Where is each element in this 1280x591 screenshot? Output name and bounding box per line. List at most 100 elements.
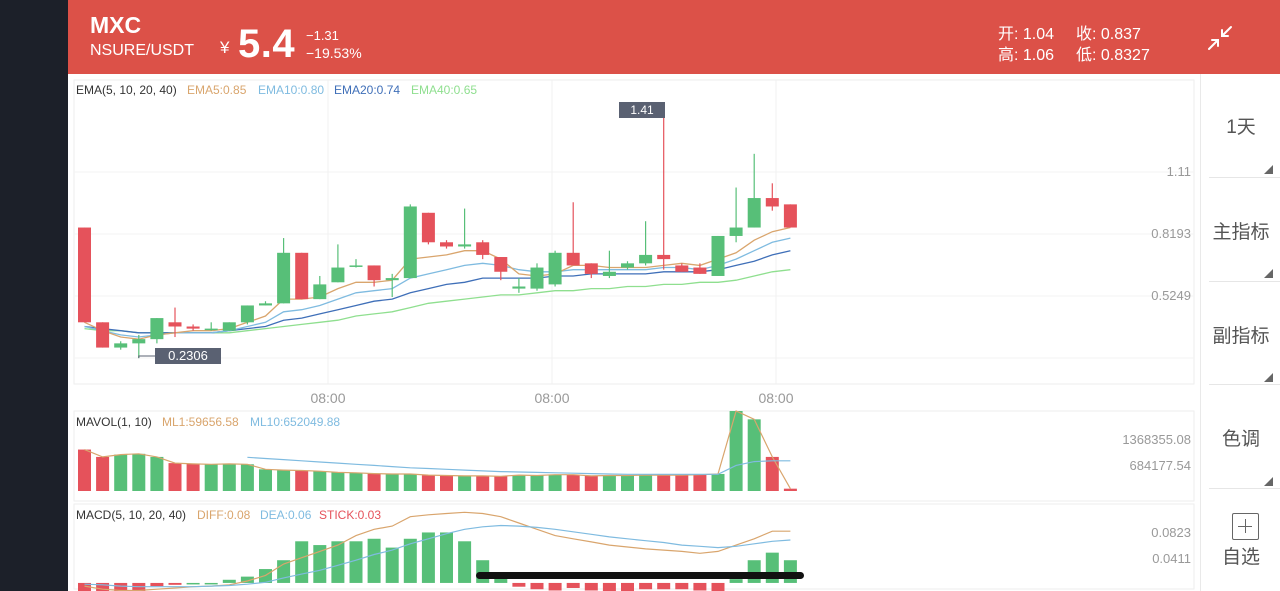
volume-bar <box>331 472 345 491</box>
volume-bar <box>494 476 508 491</box>
min-price-label: 0.2306 <box>168 348 208 363</box>
candle-down <box>78 227 91 323</box>
color-theme-selector[interactable]: 色调 <box>1201 424 1280 486</box>
volume-tick-2: 684177.54 <box>1130 458 1191 473</box>
collapse-arrows-icon[interactable] <box>1204 22 1236 54</box>
candle-up <box>132 339 146 344</box>
macd-bars <box>78 511 797 591</box>
volume-bar <box>675 475 689 491</box>
candle-down <box>494 257 508 272</box>
macd-stick-bar <box>548 582 562 591</box>
volume-bar <box>204 464 218 491</box>
volume-bar <box>657 475 671 491</box>
macd-stick-bar <box>530 582 544 590</box>
macd-stick-bar <box>512 582 526 587</box>
volume-bar <box>711 473 725 491</box>
macd-stick-bar <box>114 582 128 591</box>
candle-up <box>729 227 743 236</box>
high-stat: 高: 1.06 <box>998 41 1054 65</box>
sub-indicator-selector[interactable]: 副指标 <box>1201 321 1280 382</box>
candle-down <box>476 242 490 255</box>
candle-down <box>584 263 598 274</box>
volume-bar <box>277 470 291 491</box>
volume-bar <box>96 456 110 491</box>
candle-up <box>150 318 164 340</box>
candle-up <box>512 286 526 289</box>
dea-line <box>84 524 791 588</box>
candle-down <box>657 254 671 260</box>
price-tick-3: 0.5249 <box>1151 288 1191 303</box>
macd-stick-bar <box>639 582 653 590</box>
main-indicator-selector[interactable]: 主指标 <box>1201 217 1280 278</box>
volume-bar <box>458 475 472 491</box>
candle-up <box>711 235 725 276</box>
macd-stick-bar <box>222 579 236 583</box>
candle-up <box>259 303 272 306</box>
macd-stick-bar <box>204 582 218 585</box>
price-change: −1.31 <box>306 28 339 43</box>
macd-stick-bar <box>675 582 689 590</box>
plus-box-icon[interactable] <box>1232 513 1259 540</box>
volume-bar <box>476 475 490 491</box>
candle-up <box>277 252 291 304</box>
ml10-legend: ML10:652049.88 <box>250 415 340 429</box>
ema5-legend: EMA5:0.85 <box>187 83 247 97</box>
current-price: 5.4 <box>238 22 296 66</box>
macd-stick-bar <box>313 545 327 583</box>
ml1-legend: ML1:59656.58 <box>162 415 239 429</box>
dea-legend: DEA:0.06 <box>260 508 312 522</box>
diff-legend: DIFF:0.08 <box>197 508 251 522</box>
volume-bars <box>78 410 797 491</box>
macd-stick-bar <box>349 541 363 583</box>
sidebar-divider <box>1209 384 1280 385</box>
candle-up <box>548 252 562 285</box>
grid-lines <box>74 80 1194 384</box>
macd-stick-bar <box>440 532 453 583</box>
volume-bar <box>602 475 616 491</box>
candle-down <box>295 252 309 300</box>
time-tick-2: 08:00 <box>534 390 569 406</box>
home-indicator-bar <box>476 572 804 579</box>
chart-canvas: EMA(5, 10, 20, 40) EMA5:0.85 EMA10:0.80 … <box>73 79 1195 591</box>
volume-bar <box>403 473 417 491</box>
sidebar-divider <box>1209 281 1280 282</box>
volume-bar <box>295 470 309 491</box>
volume-bar <box>349 472 363 491</box>
macd-stick-bar <box>150 582 164 587</box>
interval-selector[interactable]: 1天 <box>1201 112 1280 174</box>
candle-up <box>621 263 634 268</box>
dropdown-corner-icon <box>1264 165 1273 174</box>
volume-bar <box>440 475 453 491</box>
ml1-line <box>84 410 791 489</box>
volume-bar <box>150 456 164 491</box>
candle-up <box>747 198 761 228</box>
volume-bar <box>259 469 272 491</box>
macd-stick-bar <box>693 582 707 591</box>
ema-lines <box>84 226 791 340</box>
sidebar-divider <box>1209 177 1280 178</box>
close-label: 收: <box>1076 26 1097 43</box>
volume-bar <box>385 473 399 491</box>
volume-panel-frame <box>73 410 1195 502</box>
high-value: 1.06 <box>1022 47 1055 64</box>
candle-up <box>458 244 472 247</box>
price-header: MXC NSURE/USDT ¥ 5.4 −1.31 −19.53% 开: 1.… <box>68 0 1280 74</box>
stick-legend: STICK:0.03 <box>319 508 381 522</box>
candle-down <box>168 322 182 327</box>
low-value: 0.8327 <box>1100 47 1150 64</box>
candle-up <box>313 284 327 300</box>
open-stat: 开: 1.04 <box>998 20 1054 44</box>
volume-bar <box>114 454 128 491</box>
macd-legend-title: MACD(5, 10, 20, 40) <box>76 508 186 522</box>
open-label: 开: <box>998 26 1019 43</box>
interval-label: 1天 <box>1226 117 1256 138</box>
macd-tick-2: 0.0411 <box>1152 551 1191 566</box>
watchlist-button[interactable]: 自选 <box>1201 542 1280 568</box>
macd-stick-bar <box>385 547 399 583</box>
currency-symbol: ¥ <box>220 38 230 57</box>
macd-stick-bar <box>566 582 580 588</box>
volume-bar <box>512 475 526 491</box>
time-tick-3: 08:00 <box>758 390 793 406</box>
macd-stick-bar <box>421 532 435 583</box>
